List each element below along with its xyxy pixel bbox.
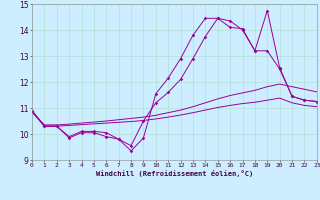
X-axis label: Windchill (Refroidissement éolien,°C): Windchill (Refroidissement éolien,°C) bbox=[96, 170, 253, 177]
